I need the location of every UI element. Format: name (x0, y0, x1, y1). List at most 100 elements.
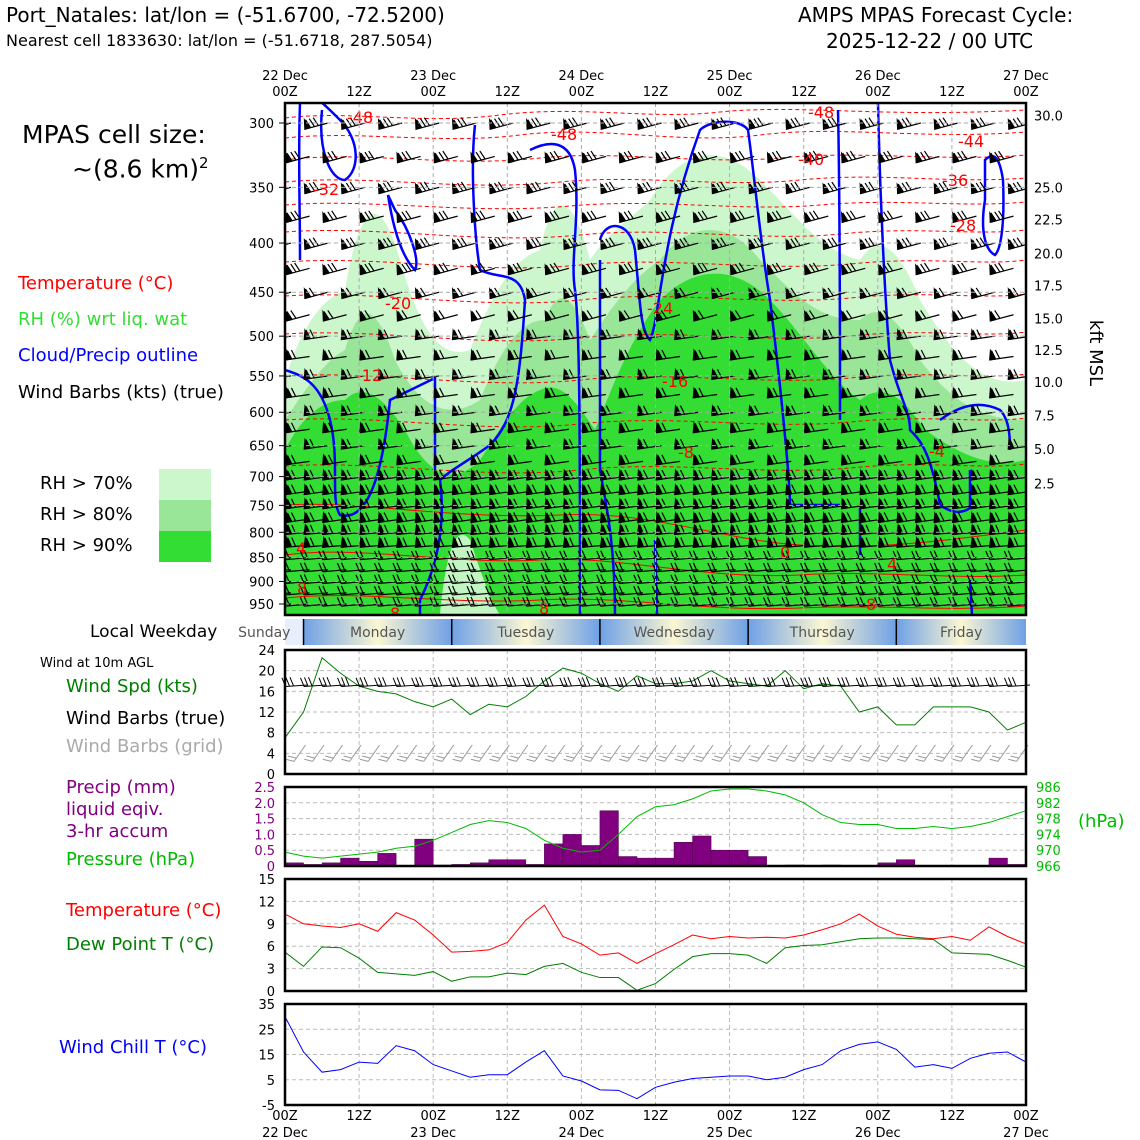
wind-barb (748, 404, 773, 417)
barb-feather (661, 537, 667, 547)
barb-feather (882, 677, 887, 687)
barb-feather (831, 117, 838, 126)
barb-staff (285, 569, 292, 573)
barb-feather (290, 498, 297, 508)
barb-pennant (377, 328, 385, 341)
barb-pennant (414, 497, 422, 510)
barb-feather (712, 183, 719, 193)
barb-pennant (507, 210, 515, 224)
barb-feather (416, 369, 422, 379)
barb-pennant (766, 453, 774, 466)
barb-feather (614, 562, 620, 573)
barb-pennant (526, 182, 533, 195)
barb-feather (805, 484, 811, 494)
barb-feather (582, 212, 590, 222)
barb-feather (318, 550, 324, 560)
wind-barb (692, 348, 718, 361)
barb-pennant (525, 367, 533, 380)
barb-feather (349, 237, 356, 246)
wind-barb (448, 562, 477, 573)
wind-barb (359, 386, 384, 399)
wind-barb (840, 348, 866, 361)
barb-feather (479, 262, 486, 272)
barb-feather (660, 263, 668, 273)
temp-label-7: -32 (313, 180, 339, 199)
barb-feather (698, 484, 704, 494)
temp-tick-label: 12 (258, 895, 275, 910)
barb-feather (818, 550, 824, 560)
wind-barb (396, 453, 421, 466)
barb-feather (581, 585, 587, 595)
barb-feather (828, 438, 834, 448)
barb-feather (731, 388, 737, 398)
top-date-label: 27 Dec (1003, 69, 1049, 84)
wind-barb (322, 421, 347, 434)
wind-tick-label: 12 (258, 706, 275, 721)
barb-pennant (470, 309, 478, 322)
wind-barb (303, 367, 329, 380)
barb-feather (379, 499, 385, 509)
cloud-outline-6 (598, 120, 840, 507)
barb-pennant (414, 510, 422, 524)
barb-feather (790, 118, 797, 127)
barb-pennant (655, 421, 663, 434)
barb-feather (565, 537, 571, 547)
barb-feather (397, 264, 404, 274)
barb-pennant (803, 453, 811, 466)
barb-feather (453, 239, 460, 249)
surface-wind-barb-grid (396, 744, 418, 762)
barb-feather (323, 350, 330, 360)
barb-feather (781, 574, 787, 584)
barb-feather (304, 758, 313, 762)
barb-feather (842, 264, 849, 274)
wind-barb (766, 386, 792, 399)
barb-feather (453, 470, 459, 480)
barb-feather (299, 562, 305, 573)
barb-feather (786, 239, 793, 249)
wind-barb (803, 453, 829, 466)
barb-feather (697, 151, 705, 161)
barb-pennant (785, 404, 792, 417)
precip-legend-line2: liquid eqiv. (66, 799, 164, 820)
legend-temperature: Temperature (°C) (18, 273, 174, 294)
barb-feather (359, 562, 365, 572)
barb-feather (583, 470, 589, 480)
barb-feather (849, 210, 857, 220)
barb-feather (809, 498, 815, 508)
wind-barb (451, 483, 477, 496)
barb-pennant (396, 497, 403, 510)
barb-feather (604, 677, 609, 687)
wind-barb (544, 497, 569, 510)
barb-feather (803, 585, 809, 595)
barb-feather (453, 537, 459, 547)
barb-feather (489, 574, 494, 584)
barb-feather (379, 183, 386, 193)
barb-pennant (822, 404, 829, 417)
surface-wind-barb-grid (452, 744, 473, 762)
barb-pennant (322, 210, 330, 224)
surface-wind-barb-grid (507, 744, 529, 762)
barb-pennant (359, 151, 367, 164)
barb-feather (509, 524, 515, 535)
barb-feather (494, 469, 500, 479)
wind-barb (377, 287, 403, 300)
barb-feather (735, 387, 741, 397)
barb-staff (552, 744, 566, 762)
barb-feather (490, 512, 497, 522)
precip-bar (377, 853, 397, 867)
wind-barb (618, 386, 644, 399)
barb-feather (619, 264, 627, 274)
wind-barb (748, 367, 773, 380)
wind-barb (766, 210, 792, 224)
barb-pennant (581, 483, 589, 496)
barb-feather (762, 562, 768, 573)
barb-feather (309, 512, 315, 522)
barb-feather (791, 498, 797, 508)
barb-pennant (451, 367, 459, 380)
pressure-hpa-tick-label: 978 (1036, 813, 1061, 828)
barb-feather (772, 484, 778, 494)
barb-feather (331, 150, 338, 160)
barb-feather (675, 439, 682, 449)
barb-feather (698, 469, 704, 479)
